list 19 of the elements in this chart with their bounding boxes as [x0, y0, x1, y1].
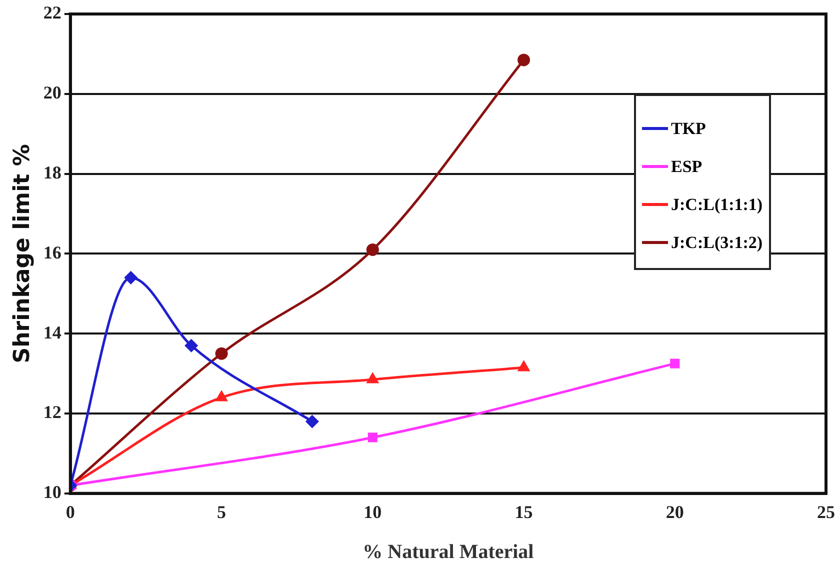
legend-label: J:C:L(3:1:2) [671, 232, 763, 253]
y-tick-label: 16 [43, 242, 62, 262]
y-axis-title: Shrinkage limit % [10, 144, 35, 364]
legend-label: ESP [671, 156, 702, 177]
x-tick-label: 0 [66, 502, 75, 522]
legend-label: TKP [671, 118, 706, 139]
x-axis-title: % Natural Material [362, 541, 534, 564]
x-tick-label: 10 [364, 502, 382, 522]
y-tick-label: 14 [43, 322, 62, 342]
x-tick-label: 15 [514, 502, 533, 522]
x-tick-label: 20 [666, 502, 684, 522]
y-tick-label: 20 [43, 82, 62, 103]
x-tick-label: 5 [217, 502, 226, 522]
legend-label: J:C:L(1:1:1) [671, 194, 763, 215]
y-tick-label: 10 [43, 482, 62, 502]
y-tick-label: 18 [43, 162, 62, 182]
y-tick-label: 12 [43, 402, 62, 422]
y-tick-label: 22 [43, 2, 62, 23]
x-tick-label: 25 [817, 502, 835, 522]
